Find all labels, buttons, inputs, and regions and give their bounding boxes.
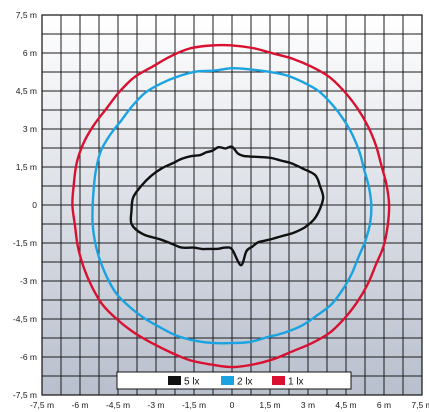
y-tick-label: 4,5 m	[16, 86, 37, 96]
y-tick-label: 6 m	[23, 48, 37, 58]
x-tick-label: 1,5 m	[259, 400, 280, 410]
legend: 5 lx 2 lx 1 lx	[116, 371, 352, 390]
x-tick-label: 0	[230, 400, 235, 410]
y-tick-label: -7,5 m	[13, 390, 37, 400]
x-axis-ticks: -7,5 m -6 m -4,5 m -3 m -1,5 m 0 1,5 m 3 m 4,5 m…	[30, 400, 429, 410]
x-tick-label: 3 m	[301, 400, 315, 410]
grid	[42, 15, 422, 395]
y-tick-label: 7,5 m	[16, 10, 37, 20]
x-tick-label: -1,5 m	[182, 400, 206, 410]
legend-swatch-1-lx	[272, 376, 285, 385]
series-line-1-lx	[71, 43, 391, 369]
x-tick-label: -4,5 m	[106, 400, 130, 410]
legend-swatch-2-lx	[221, 376, 234, 385]
y-tick-label: 0	[32, 200, 37, 210]
plot-frame	[41, 14, 423, 396]
x-tick-label: 6 m	[377, 400, 391, 410]
legend-label-5-lx: 5 lx	[184, 377, 200, 388]
x-tick-label: -6 m	[72, 400, 89, 410]
y-tick-label: -6 m	[20, 352, 37, 362]
y-tick-label: -1,5 m	[13, 238, 37, 248]
series-line-5-lx	[129, 145, 325, 267]
y-tick-label: 3 m	[23, 124, 37, 134]
legend-swatch-5-lx	[168, 376, 181, 385]
series-line-2-lx	[91, 66, 373, 345]
y-tick-label: -3 m	[20, 276, 37, 286]
x-tick-label: 4,5 m	[335, 400, 356, 410]
x-tick-label: -3 m	[148, 400, 165, 410]
y-axis-ticks: 7,5 m 6 m 4,5 m 3 m 1,5 m 0 -1,5 m -3 m -4,5 m -6…	[13, 10, 37, 400]
series-layer	[71, 43, 391, 369]
x-tick-label: -7,5 m	[30, 400, 54, 410]
legend-label-1-lx: 1 lx	[288, 377, 304, 388]
y-tick-label: 1,5 m	[16, 162, 37, 172]
x-tick-label: 7,5 m	[411, 400, 429, 410]
legend-label-2-lx: 2 lx	[237, 377, 253, 388]
y-tick-label: -4,5 m	[13, 314, 37, 324]
